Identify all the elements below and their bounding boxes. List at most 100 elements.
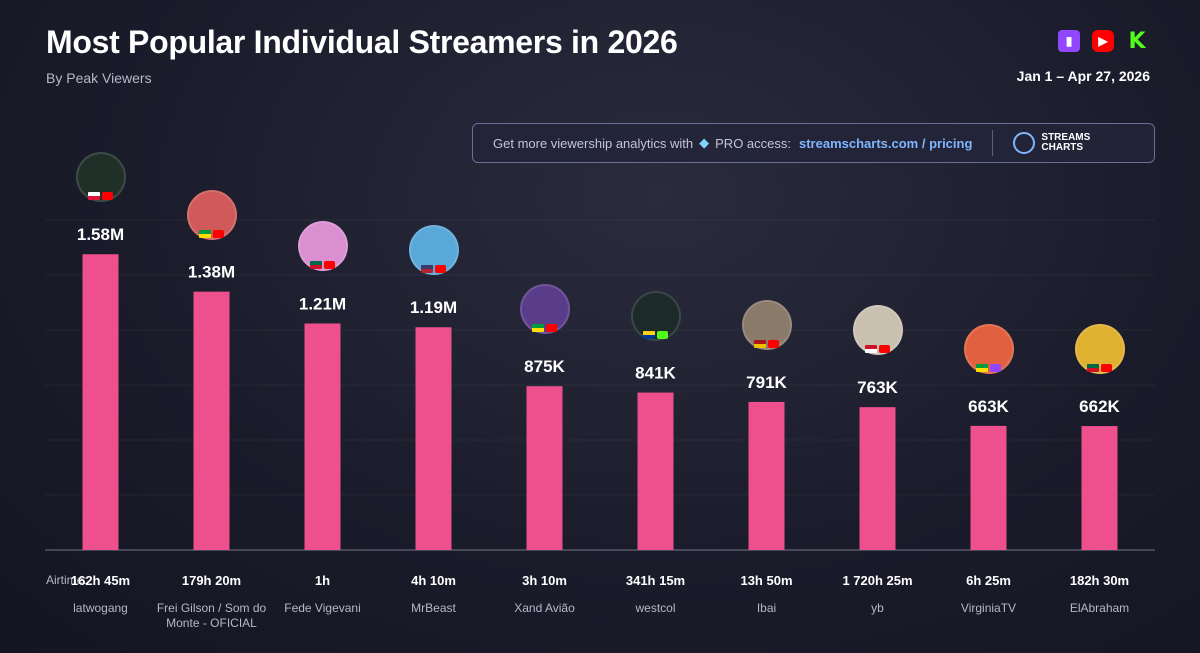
chart-title: Most Popular Individual Streamers in 202… <box>46 24 678 60</box>
twitch-icon: ▮ <box>1058 30 1080 52</box>
youtube-icon <box>324 261 335 270</box>
avatar-image <box>852 305 903 356</box>
avatar-image <box>1074 324 1125 375</box>
avatar-badges <box>1070 364 1130 373</box>
bar-value-label: 1.58M <box>77 225 124 244</box>
airtime-value: 4h 10m <box>411 573 456 588</box>
bar-value-label: 763K <box>857 378 898 397</box>
airtime-value: 162h 45m <box>70 573 131 588</box>
bar[interactable] <box>415 327 452 550</box>
avatar-image <box>630 290 681 341</box>
streamer-avatar[interactable] <box>71 152 131 214</box>
streamer-name: VirginiaTV <box>960 601 1017 615</box>
bar-value-label: 1.19M <box>410 298 457 317</box>
streamscharts-logo-icon <box>1013 132 1036 154</box>
airtime-value: 1 720h 25m <box>842 573 913 588</box>
bar[interactable] <box>304 323 341 550</box>
chart-subtitle: By Peak Viewers <box>46 70 152 86</box>
youtube-icon <box>213 229 224 238</box>
avatar-image <box>741 299 792 350</box>
avatar-badges <box>71 192 131 201</box>
streamer-avatar[interactable] <box>404 225 464 287</box>
avatar-image <box>408 225 459 276</box>
youtube-icon <box>102 192 113 201</box>
streamer-name: westcol <box>635 601 676 615</box>
country-flag-icon <box>421 265 433 274</box>
country-flag-icon <box>643 330 655 339</box>
avatar-image <box>519 284 570 335</box>
bar-value-label: 1.38M <box>188 263 235 282</box>
bar[interactable] <box>193 291 230 550</box>
airtime-value: 179h 20m <box>181 573 242 588</box>
avatar-image <box>297 221 348 272</box>
airtime-value: 13h 50m <box>740 573 793 588</box>
streamer-name: Xand Avião <box>514 601 575 615</box>
promo-banner[interactable]: Get more viewership analytics with ◆ PRO… <box>472 123 1155 163</box>
promo-pro-text: PRO access: <box>715 135 791 151</box>
streamer-avatar[interactable] <box>626 290 686 353</box>
avatar-badges <box>515 324 575 333</box>
diamond-icon: ◆ <box>699 135 710 150</box>
youtube-icon <box>768 339 779 348</box>
country-flag-icon <box>976 363 988 372</box>
avatar-image <box>963 323 1014 374</box>
avatar-badges <box>293 261 353 270</box>
twitch-icon <box>990 363 1001 372</box>
streamer-avatar[interactable] <box>515 284 575 346</box>
youtube-icon <box>546 324 557 333</box>
country-flag-icon <box>532 324 544 333</box>
streamer-name: Fede Vigevani <box>284 601 361 615</box>
streamer-name: ElAbraham <box>1069 601 1130 615</box>
bar[interactable] <box>970 425 1007 550</box>
youtube-icon: ▶ <box>1092 30 1114 52</box>
bar-value-label: 841K <box>635 364 676 383</box>
streamer-avatar[interactable] <box>293 221 353 283</box>
youtube-icon <box>435 265 446 274</box>
streamer-avatar[interactable] <box>959 323 1019 386</box>
bar-value-label: 875K <box>524 357 565 376</box>
avatar-badges <box>959 363 1019 372</box>
streamer-name: yb <box>871 601 884 615</box>
streamer-name: MrBeast <box>411 601 456 615</box>
country-flag-icon <box>754 339 766 348</box>
bar[interactable] <box>82 254 119 550</box>
avatar-badges <box>404 265 464 274</box>
platform-icons: ▮ ▶ K <box>1058 28 1148 54</box>
bar[interactable] <box>637 392 674 550</box>
country-flag-icon <box>88 192 100 201</box>
avatar-badges <box>626 330 686 339</box>
streamer-avatar[interactable] <box>182 189 242 252</box>
airtime-value: 3h 10m <box>522 573 567 588</box>
bar-value-label: 791K <box>746 373 787 392</box>
airtime-value: 6h 25m <box>966 573 1011 588</box>
bar-value-label: 663K <box>968 397 1009 416</box>
streamer-name: Frei Gilson / Som do Monte - OFICIAL <box>156 601 267 630</box>
country-flag-icon <box>310 261 322 270</box>
streamscharts-logo[interactable]: STREAMS CHARTS <box>1013 132 1090 154</box>
bar[interactable] <box>1081 426 1118 550</box>
streamer-name: latwogang <box>73 601 128 615</box>
avatar-badges <box>737 339 797 348</box>
kick-icon: K <box>1128 28 1146 54</box>
kick-icon <box>657 330 668 339</box>
streamer-avatar[interactable] <box>737 299 797 362</box>
airtime-value: 1h <box>314 573 331 588</box>
streamer-avatar[interactable] <box>1070 324 1130 386</box>
bar-value-label: 1.21M <box>299 294 346 313</box>
streamer-name: Ibai <box>756 601 777 615</box>
airtime-value: 182h 30m <box>1069 573 1130 588</box>
country-flag-icon <box>1087 364 1099 373</box>
bar[interactable] <box>526 386 563 550</box>
avatar-image <box>186 189 237 240</box>
country-flag-icon <box>199 229 211 238</box>
airtime-label: Airtime: <box>46 573 87 587</box>
streamer-avatar[interactable] <box>848 305 908 367</box>
streamscharts-logo-text: STREAMS CHARTS <box>1041 132 1091 153</box>
bar[interactable] <box>748 401 785 550</box>
airtime-value: 341h 15m <box>625 573 686 588</box>
pricing-link[interactable]: streamscharts.com / pricing <box>799 135 973 151</box>
bar[interactable] <box>859 407 896 550</box>
youtube-icon <box>879 345 890 354</box>
youtube-icon <box>1101 364 1112 373</box>
